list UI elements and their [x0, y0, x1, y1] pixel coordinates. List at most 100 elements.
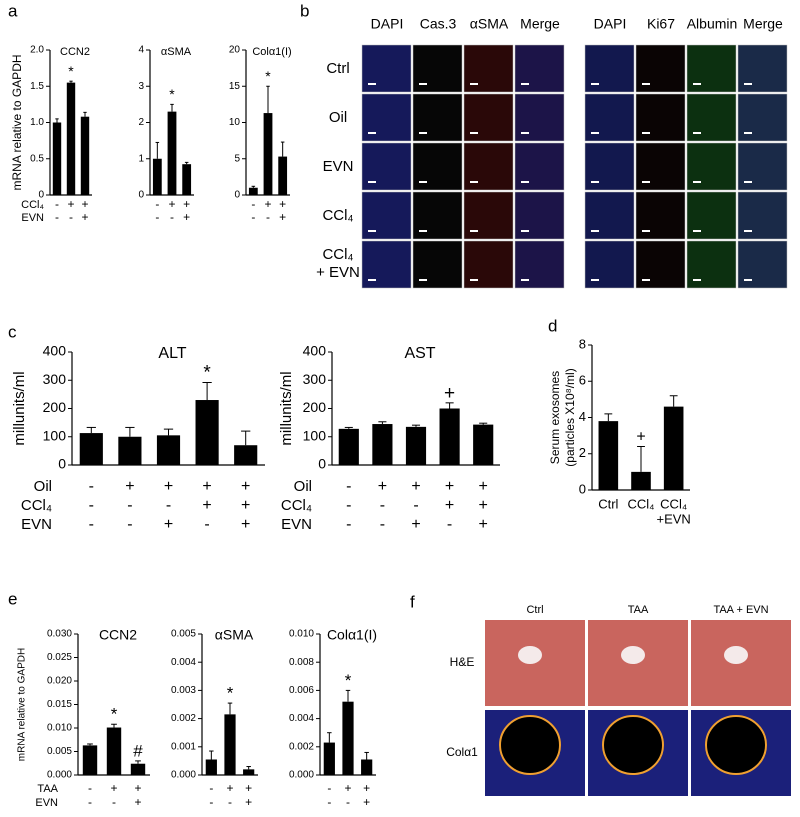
condition-name: CCl₄	[21, 497, 52, 514]
condition-sign: -	[88, 795, 92, 809]
condition-sign: +	[245, 781, 252, 795]
bar	[182, 164, 192, 195]
micrograph	[635, 93, 686, 142]
condition-sign: +	[164, 478, 173, 495]
panel-letter: b	[300, 1, 309, 20]
bar	[663, 406, 684, 490]
condition-name: Oil	[294, 478, 312, 495]
condition-sign: +	[183, 197, 190, 211]
micrograph	[737, 142, 788, 191]
y-tick-label: 0.030	[47, 629, 72, 640]
column-label: TAA + EVN	[713, 604, 768, 616]
column-label: DAPI	[594, 16, 627, 32]
panel-letter: d	[548, 316, 557, 335]
row-label: Oil	[329, 109, 347, 126]
y-tick-label: 0.000	[289, 770, 314, 781]
y-axis-label: mRNA relative to GAPDH	[10, 54, 24, 190]
y-axis-label: millunits/ml	[11, 371, 28, 445]
condition-sign: -	[155, 210, 159, 224]
bar	[80, 116, 90, 195]
y-tick-label: 0.006	[289, 685, 314, 696]
y-tick-label: 400	[303, 343, 327, 359]
y-tick-label: 6	[579, 373, 586, 388]
y-tick-label: 0.010	[47, 723, 72, 734]
y-tick-label: 300	[303, 371, 327, 387]
micrograph	[635, 142, 686, 191]
condition-sign: -	[346, 497, 351, 514]
y-tick-label: 2	[579, 445, 586, 460]
chart-title: ALT	[158, 345, 186, 362]
bar	[342, 701, 354, 775]
vessel	[602, 715, 664, 775]
chart-title: αSMA	[215, 627, 254, 643]
bar	[195, 400, 219, 465]
row-label: + EVN	[316, 264, 360, 281]
condition-sign: -	[209, 781, 213, 795]
condition-sign: -	[413, 497, 418, 514]
vessel	[621, 646, 645, 664]
x-tick-label: CCl₄	[660, 496, 687, 511]
panel-letter: a	[8, 1, 18, 20]
bar	[278, 156, 288, 195]
condition-sign: +	[279, 197, 286, 211]
column-label: αSMA	[470, 16, 509, 32]
y-tick-label: 0.004	[171, 657, 196, 668]
micrograph	[412, 142, 463, 191]
column-label: Ctrl	[526, 604, 543, 616]
y-tick-label: 0.005	[171, 629, 196, 640]
y-tick-label: 0.000	[171, 770, 196, 781]
condition-sign: +	[241, 516, 250, 533]
condition-sign: -	[89, 516, 94, 533]
condition-sign: -	[127, 497, 132, 514]
column-label: TAA	[628, 604, 649, 616]
row-label: CCl₄	[322, 246, 353, 263]
condition-name: CCl₄	[281, 497, 312, 514]
y-tick-label: 15	[229, 81, 241, 92]
condition-sign: -	[380, 497, 385, 514]
condition-sign: -	[251, 197, 255, 211]
bar	[234, 445, 258, 465]
bar	[156, 435, 181, 465]
y-tick-label: 0	[58, 456, 66, 472]
y-axis-label: millunits/ml	[278, 371, 295, 445]
y-tick-label: 0.025	[47, 652, 72, 663]
y-tick-label: 0.001	[171, 741, 196, 752]
condition-sign: -	[166, 497, 171, 514]
bar	[473, 424, 494, 465]
condition-sign: +	[134, 781, 141, 795]
vessel	[724, 646, 748, 664]
x-tick-label: CCl₄	[628, 496, 655, 511]
condition-sign: +	[164, 516, 173, 533]
bar	[224, 714, 236, 775]
column-label: Cas.3	[420, 16, 457, 32]
condition-sign: +	[125, 478, 134, 495]
y-tick-label: 1	[138, 153, 144, 164]
y-tick-label: 100	[303, 427, 327, 443]
vessel	[518, 646, 542, 664]
bar	[118, 436, 142, 465]
bar	[52, 122, 62, 195]
condition-sign: -	[447, 516, 452, 533]
row-label: Colα1	[446, 745, 478, 759]
condition-sign: -	[346, 478, 351, 495]
bar	[152, 158, 162, 195]
condition-name: TAA	[37, 783, 58, 795]
condition-sign: +	[363, 781, 370, 795]
y-tick-label: 8	[579, 336, 586, 351]
chart-title: CCN2	[60, 46, 90, 58]
condition-sign: -	[112, 795, 116, 809]
y-axis-label: Serum exosomes	[548, 371, 562, 464]
row-label: H&E	[450, 655, 475, 669]
condition-sign: +	[202, 478, 211, 495]
condition-sign: +	[479, 516, 488, 533]
column-label: Merge	[520, 16, 560, 32]
panel-letter: e	[8, 589, 17, 608]
y-tick-label: 0.020	[47, 676, 72, 687]
bar	[338, 428, 359, 465]
bar	[106, 727, 122, 775]
y-axis-label: mRNA relative to GAPDH	[17, 648, 28, 761]
condition-sign: -	[209, 795, 213, 809]
condition-sign: -	[204, 516, 209, 533]
bar	[405, 426, 427, 465]
y-tick-label: 0	[38, 190, 44, 201]
